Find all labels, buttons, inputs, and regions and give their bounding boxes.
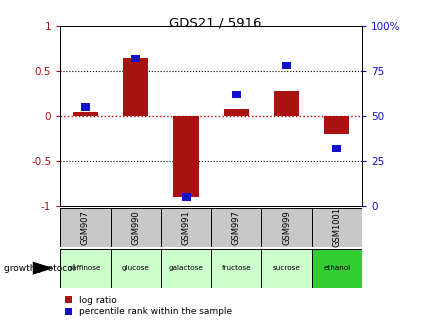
Bar — [181, 194, 190, 200]
Text: raffinose: raffinose — [70, 265, 101, 271]
Bar — [261, 208, 311, 247]
Text: ethanol: ethanol — [322, 265, 350, 271]
Text: growth protocol: growth protocol — [4, 264, 76, 273]
Text: fructose: fructose — [221, 265, 251, 271]
Bar — [173, 116, 198, 197]
Bar — [211, 208, 261, 247]
Bar — [332, 145, 341, 152]
Text: GSM999: GSM999 — [282, 210, 290, 245]
Text: GSM1001: GSM1001 — [332, 207, 341, 247]
Bar — [131, 55, 140, 62]
Bar — [123, 58, 148, 116]
Bar — [324, 116, 349, 134]
Legend: log ratio, percentile rank within the sample: log ratio, percentile rank within the sa… — [64, 296, 232, 316]
Bar — [231, 91, 240, 98]
Bar — [311, 208, 361, 247]
Text: GDS21 / 5916: GDS21 / 5916 — [169, 16, 261, 29]
Bar — [60, 208, 111, 247]
Bar — [60, 249, 111, 288]
Bar — [282, 62, 291, 69]
Text: galactose: galactose — [168, 265, 203, 271]
Text: GSM907: GSM907 — [81, 210, 90, 245]
Text: GSM997: GSM997 — [231, 210, 240, 245]
Text: sucrose: sucrose — [272, 265, 300, 271]
Polygon shape — [33, 262, 53, 275]
Bar — [111, 208, 160, 247]
Bar — [160, 208, 211, 247]
Bar — [211, 249, 261, 288]
Bar — [273, 91, 298, 116]
Bar — [311, 249, 361, 288]
Bar — [160, 249, 211, 288]
Text: GSM990: GSM990 — [131, 210, 140, 245]
Bar — [73, 112, 98, 116]
Text: glucose: glucose — [122, 265, 149, 271]
Text: GSM991: GSM991 — [181, 210, 190, 245]
Bar — [223, 109, 249, 116]
Bar — [261, 249, 311, 288]
Bar — [81, 103, 90, 111]
Bar — [111, 249, 160, 288]
